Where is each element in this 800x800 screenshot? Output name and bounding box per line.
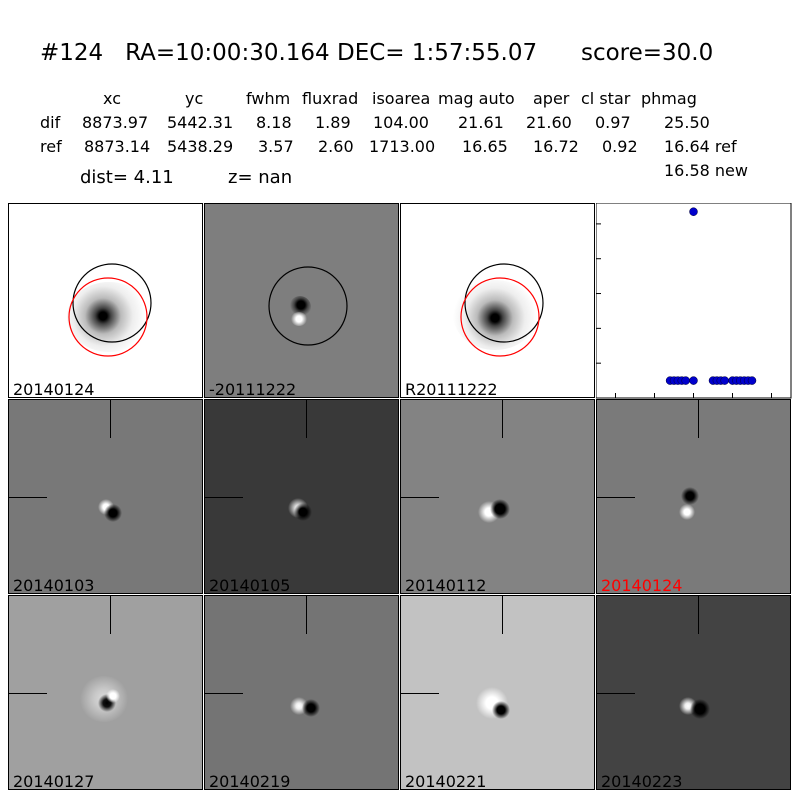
panel-epoch-20140219: 20140219 [204,595,399,790]
panel-label: -20111222 [209,380,297,398]
crosshair-horizontal [9,497,47,498]
col-header-aper: aper [533,89,570,108]
dark-lobe [301,698,321,718]
ref-phmag: 16.64 ref [664,137,737,156]
crosshair-horizontal [597,693,635,694]
col-header-yc: yc [185,89,204,108]
data-point-5 [681,376,690,385]
light-curve-chart: 212223242526 -100-50050100 [596,203,792,420]
crosshair-horizontal [9,693,47,694]
data-point-0 [689,207,698,216]
panel-label: 20140223 [601,772,683,790]
col-header-fwhm: fwhm [246,89,291,108]
panel-label: 20140112 [405,576,487,594]
crosshair-horizontal [401,497,439,498]
aperture-circle [268,266,348,346]
dark-lobe [689,698,711,720]
panel-epoch-20140127: 20140127 [8,595,203,790]
dif-phmag: 25.50 [664,113,710,132]
panel-label: 20140221 [405,772,487,790]
col-header-isoarea: isoarea [372,89,431,108]
dif-fwhm: 8.18 [256,113,292,132]
col-header-phmag: phmag [641,89,697,108]
dif-xc: 8873.97 [82,113,149,132]
panel-label-highlighted: 20140124 [601,576,683,594]
ref-aper: 16.72 [533,137,579,156]
crosshair-horizontal [205,693,243,694]
y-ticks: 212223242526 [596,223,601,399]
col-header-fluxrad: fluxrad [302,89,359,108]
bright-lobe [677,504,697,520]
crosshair-vertical [110,400,111,438]
phmag-new: 16.58 new [664,161,748,180]
panel-new: 20140124 [8,203,203,398]
ref-fwhm: 3.57 [258,137,294,156]
bright-lobe [291,312,307,326]
panel-epoch-20140221: 20140221 [400,595,595,790]
aperture-circles [460,263,544,357]
ref-isoarea: 1713.00 [369,137,436,156]
data-point-10 [720,376,729,385]
panel-epoch-20140103: 20140103 [8,399,203,594]
crosshair-horizontal [205,497,243,498]
data-point-6 [689,376,698,385]
col-header-mag-auto: mag auto [438,89,515,108]
dif-isoarea: 104.00 [373,113,429,132]
ref-xc: 8873.14 [84,137,151,156]
panel-label: 20140127 [13,772,95,790]
crosshair-vertical [306,596,307,634]
crosshair-horizontal [401,693,439,694]
bright-lobe [105,688,121,704]
panel-ref: R20111222 [400,203,595,398]
dark-lobe [679,486,701,506]
dark-lobe [489,498,511,520]
candidate-title: #124 RA=10:00:30.164 DEC= 1:57:55.07 sco… [40,40,714,66]
panel-epoch-20140124: 20140124 [596,399,791,594]
source-blob [67,282,151,352]
panel-label: 20140105 [209,576,291,594]
panel-label: 20140103 [13,576,95,594]
panel-diff: -20111222 [204,203,399,398]
data-point-16 [747,376,757,385]
ref-fluxrad: 2.60 [318,137,354,156]
plot-frame [596,203,792,399]
data-points [665,207,757,385]
crosshair-vertical [502,596,503,634]
panel-epoch-20140105: 20140105 [204,399,399,594]
panel-epoch-20140112: 20140112 [400,399,595,594]
crosshair-vertical [698,400,699,438]
dif-fluxrad: 1.89 [315,113,351,132]
panel-label: R20111222 [405,380,498,398]
col-header-cl-star: cl star [581,89,631,108]
dif-cl-star: 0.97 [595,113,631,132]
ref-mag-auto: 16.65 [462,137,508,156]
dark-lobe [103,503,123,523]
crosshair-vertical [306,400,307,438]
crosshair-vertical [110,596,111,634]
row-label-ref: ref [40,137,62,156]
z-value: z= nan [228,167,293,188]
dist-value: dist= 4.11 [80,167,174,188]
row-label-dif: dif [40,113,61,132]
dif-mag-auto: 21.61 [458,113,504,132]
aperture-circles [68,263,152,357]
crosshair-vertical [698,596,699,634]
panel-epoch-20140223: 20140223 [596,595,791,790]
ref-yc: 5438.29 [167,137,234,156]
crosshair-vertical [502,400,503,438]
dif-yc: 5442.31 [167,113,234,132]
dif-aper: 21.60 [526,113,572,132]
panel-label: 20140124 [13,380,95,398]
col-header-xc: xc [103,89,121,108]
dark-lobe [491,700,511,720]
dark-lobe [293,502,313,522]
crosshair-horizontal [597,497,635,498]
ref-cl-star: 0.92 [602,137,638,156]
panel-label: 20140219 [209,772,291,790]
